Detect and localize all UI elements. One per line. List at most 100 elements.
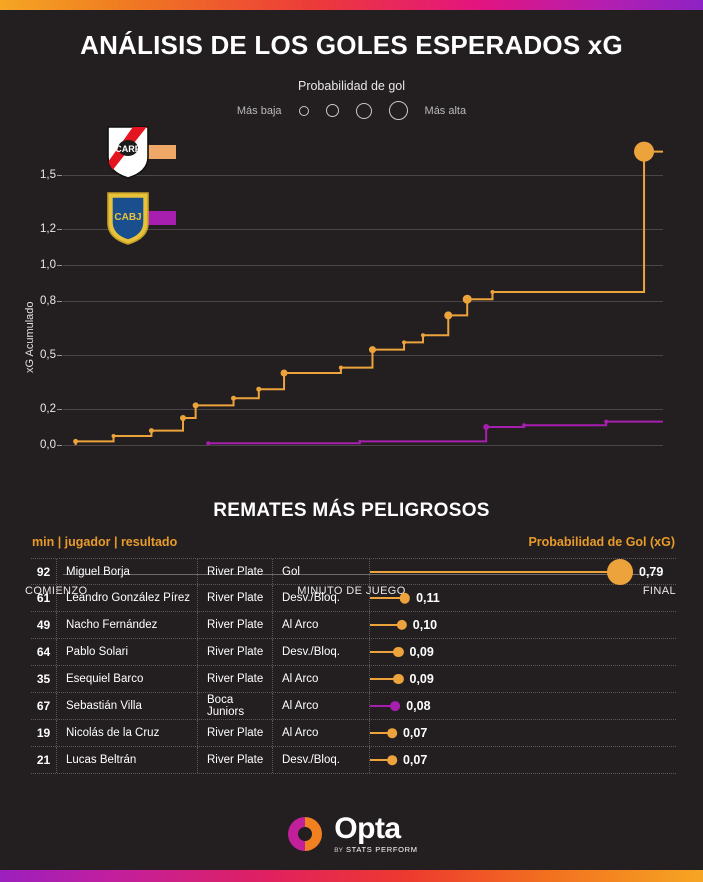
xg-line-cabj (207, 420, 663, 445)
lollipop-value: 0,11 (416, 591, 440, 605)
bottom-gradient-bar (0, 870, 703, 882)
svg-text:CABJ: CABJ (114, 212, 141, 223)
legend-circle-2-icon (325, 104, 339, 117)
shot-marker (634, 141, 655, 162)
legend-caption: Probabilidad de gol (297, 79, 406, 93)
cell-result: Al Arco (273, 666, 370, 692)
svg-text:CARP: CARP (115, 144, 141, 154)
lollipop-dot (396, 619, 407, 631)
lollipop-dot (390, 701, 401, 711)
shot-marker (490, 290, 495, 294)
x-label-end: FINAL (642, 585, 676, 597)
lollipop-line (370, 705, 396, 707)
lollipop-dot (393, 673, 404, 685)
opta-sub-text: STATS PERFORM (345, 845, 418, 854)
lollipop-line (370, 624, 402, 626)
lollipop-value: 0,09 (409, 645, 434, 659)
shot-marker (483, 424, 490, 430)
table-row: 21 Lucas Beltrán River Plate Desv./Bloq. 0,0… (31, 747, 676, 774)
section-title-remates: REMATES MÁS PELIGROSOS (213, 500, 490, 521)
cell-player: Miguel Borja (57, 559, 198, 584)
cell-result: Gol (273, 559, 370, 584)
chart-plot-area: 0,0 0,2 0,5 0,8 1,0 1,2 1,5 CARP CABJ (40, 125, 663, 451)
cell-minute: 64 (31, 639, 57, 665)
cell-player: Pablo Solari (57, 639, 198, 665)
lollipop-value: 0,10 (412, 618, 438, 632)
lollipop-line (370, 759, 393, 761)
legend-circle-1-icon (298, 105, 309, 116)
shot-marker (206, 441, 211, 446)
y-tick-label: 0,2 (40, 403, 62, 415)
y-tick-label: 0,8 (40, 295, 62, 307)
boca-juniors-badge-icon: CABJ (105, 190, 151, 246)
cell-team: River Plate (198, 559, 273, 584)
gridline (63, 355, 663, 356)
cell-team: River Plate (198, 747, 273, 773)
cell-team: River Plate (198, 585, 273, 611)
table-row: 64 Pablo Solari River Plate Desv./Bloq. 0,09 (31, 639, 676, 666)
cell-player: Leandro González Pírez (57, 585, 198, 611)
gridline (63, 301, 663, 302)
cell-result: Desv./Bloq. (273, 639, 370, 665)
river-plate-badge-icon: CARP (105, 124, 151, 180)
lollipop-line (370, 597, 405, 599)
lollipop-value: 0,07 (402, 726, 428, 740)
cell-minute: 21 (31, 747, 57, 773)
shot-marker (368, 346, 376, 354)
legend-low-label: Más baja (236, 104, 282, 117)
cell-team: River Plate (198, 612, 273, 638)
cell-minute: 49 (31, 612, 57, 638)
cell-minute: 67 (31, 693, 57, 719)
legend-circle-4-icon (388, 101, 408, 120)
table-header-left: min | jugador | resultado (32, 535, 178, 549)
lollipop-dot (387, 755, 397, 765)
table-row: 67 Sebastián Villa Boca Juniors Al Arco 0,08 (31, 693, 676, 720)
opta-by-text: BY (334, 847, 343, 854)
cell-player: Esequiel Barco (57, 666, 198, 692)
cell-xg-lollipop: 0,07 (370, 747, 676, 774)
cell-xg-lollipop: 0,10 (370, 612, 676, 639)
cell-team: River Plate (198, 720, 273, 746)
cell-xg-lollipop: 0,11 (370, 585, 676, 612)
cell-result: Desv./Bloq. (273, 747, 370, 773)
lollipop-dot (387, 728, 397, 738)
cell-xg-lollipop: 0,08 (370, 693, 676, 720)
y-tick-label: 1,0 (40, 259, 62, 271)
table-header-right: Probabilidad de Gol (xG) (528, 535, 675, 549)
y-tick-label: 1,2 (40, 223, 62, 235)
x-label-middle: MINUTO DE JUEGO (297, 585, 406, 597)
cell-player: Sebastián Villa (57, 693, 198, 719)
table-row: 35 Esequiel Barco River Plate Al Arco 0,09 (31, 666, 676, 693)
table-row: 49 Nacho Fernández River Plate Al Arco 0,10 (31, 612, 676, 639)
lollipop-line (370, 570, 620, 573)
cell-team: Boca Juniors (198, 693, 273, 719)
xg-series-svg (73, 141, 663, 446)
gridline (63, 175, 663, 176)
cell-player: Nicolás de la Cruz (57, 720, 198, 746)
gridline (63, 229, 663, 230)
cell-minute: 61 (31, 585, 57, 611)
lollipop-value: 0,79 (639, 564, 664, 579)
y-tick-label: 0,0 (40, 439, 62, 451)
cell-result: Al Arco (273, 693, 370, 719)
shot-marker (280, 369, 288, 377)
shot-marker (111, 434, 116, 438)
dangerous-shots-table: 92 Miguel Borja River Plate Gol 0,79 61 Leandr… (31, 558, 676, 774)
cell-minute: 19 (31, 720, 57, 746)
top-gradient-bar (0, 0, 703, 10)
shot-marker (522, 423, 527, 428)
cell-minute: 35 (31, 666, 57, 692)
size-legend: Más baja Más alta (0, 101, 703, 120)
lollipop-dot (607, 558, 633, 585)
gridline (63, 409, 663, 410)
lollipop-line (370, 651, 399, 653)
shot-marker (462, 294, 472, 304)
table-row: 92 Miguel Borja River Plate Gol 0,79 (31, 558, 676, 585)
lollipop-value: 0,09 (409, 672, 434, 686)
lollipop-line (370, 678, 399, 680)
table-row: 61 Leandro González Pírez River Plate Desv.… (31, 585, 676, 612)
lollipop-dot (393, 646, 404, 658)
gridline (63, 445, 663, 446)
shot-marker (421, 333, 425, 338)
